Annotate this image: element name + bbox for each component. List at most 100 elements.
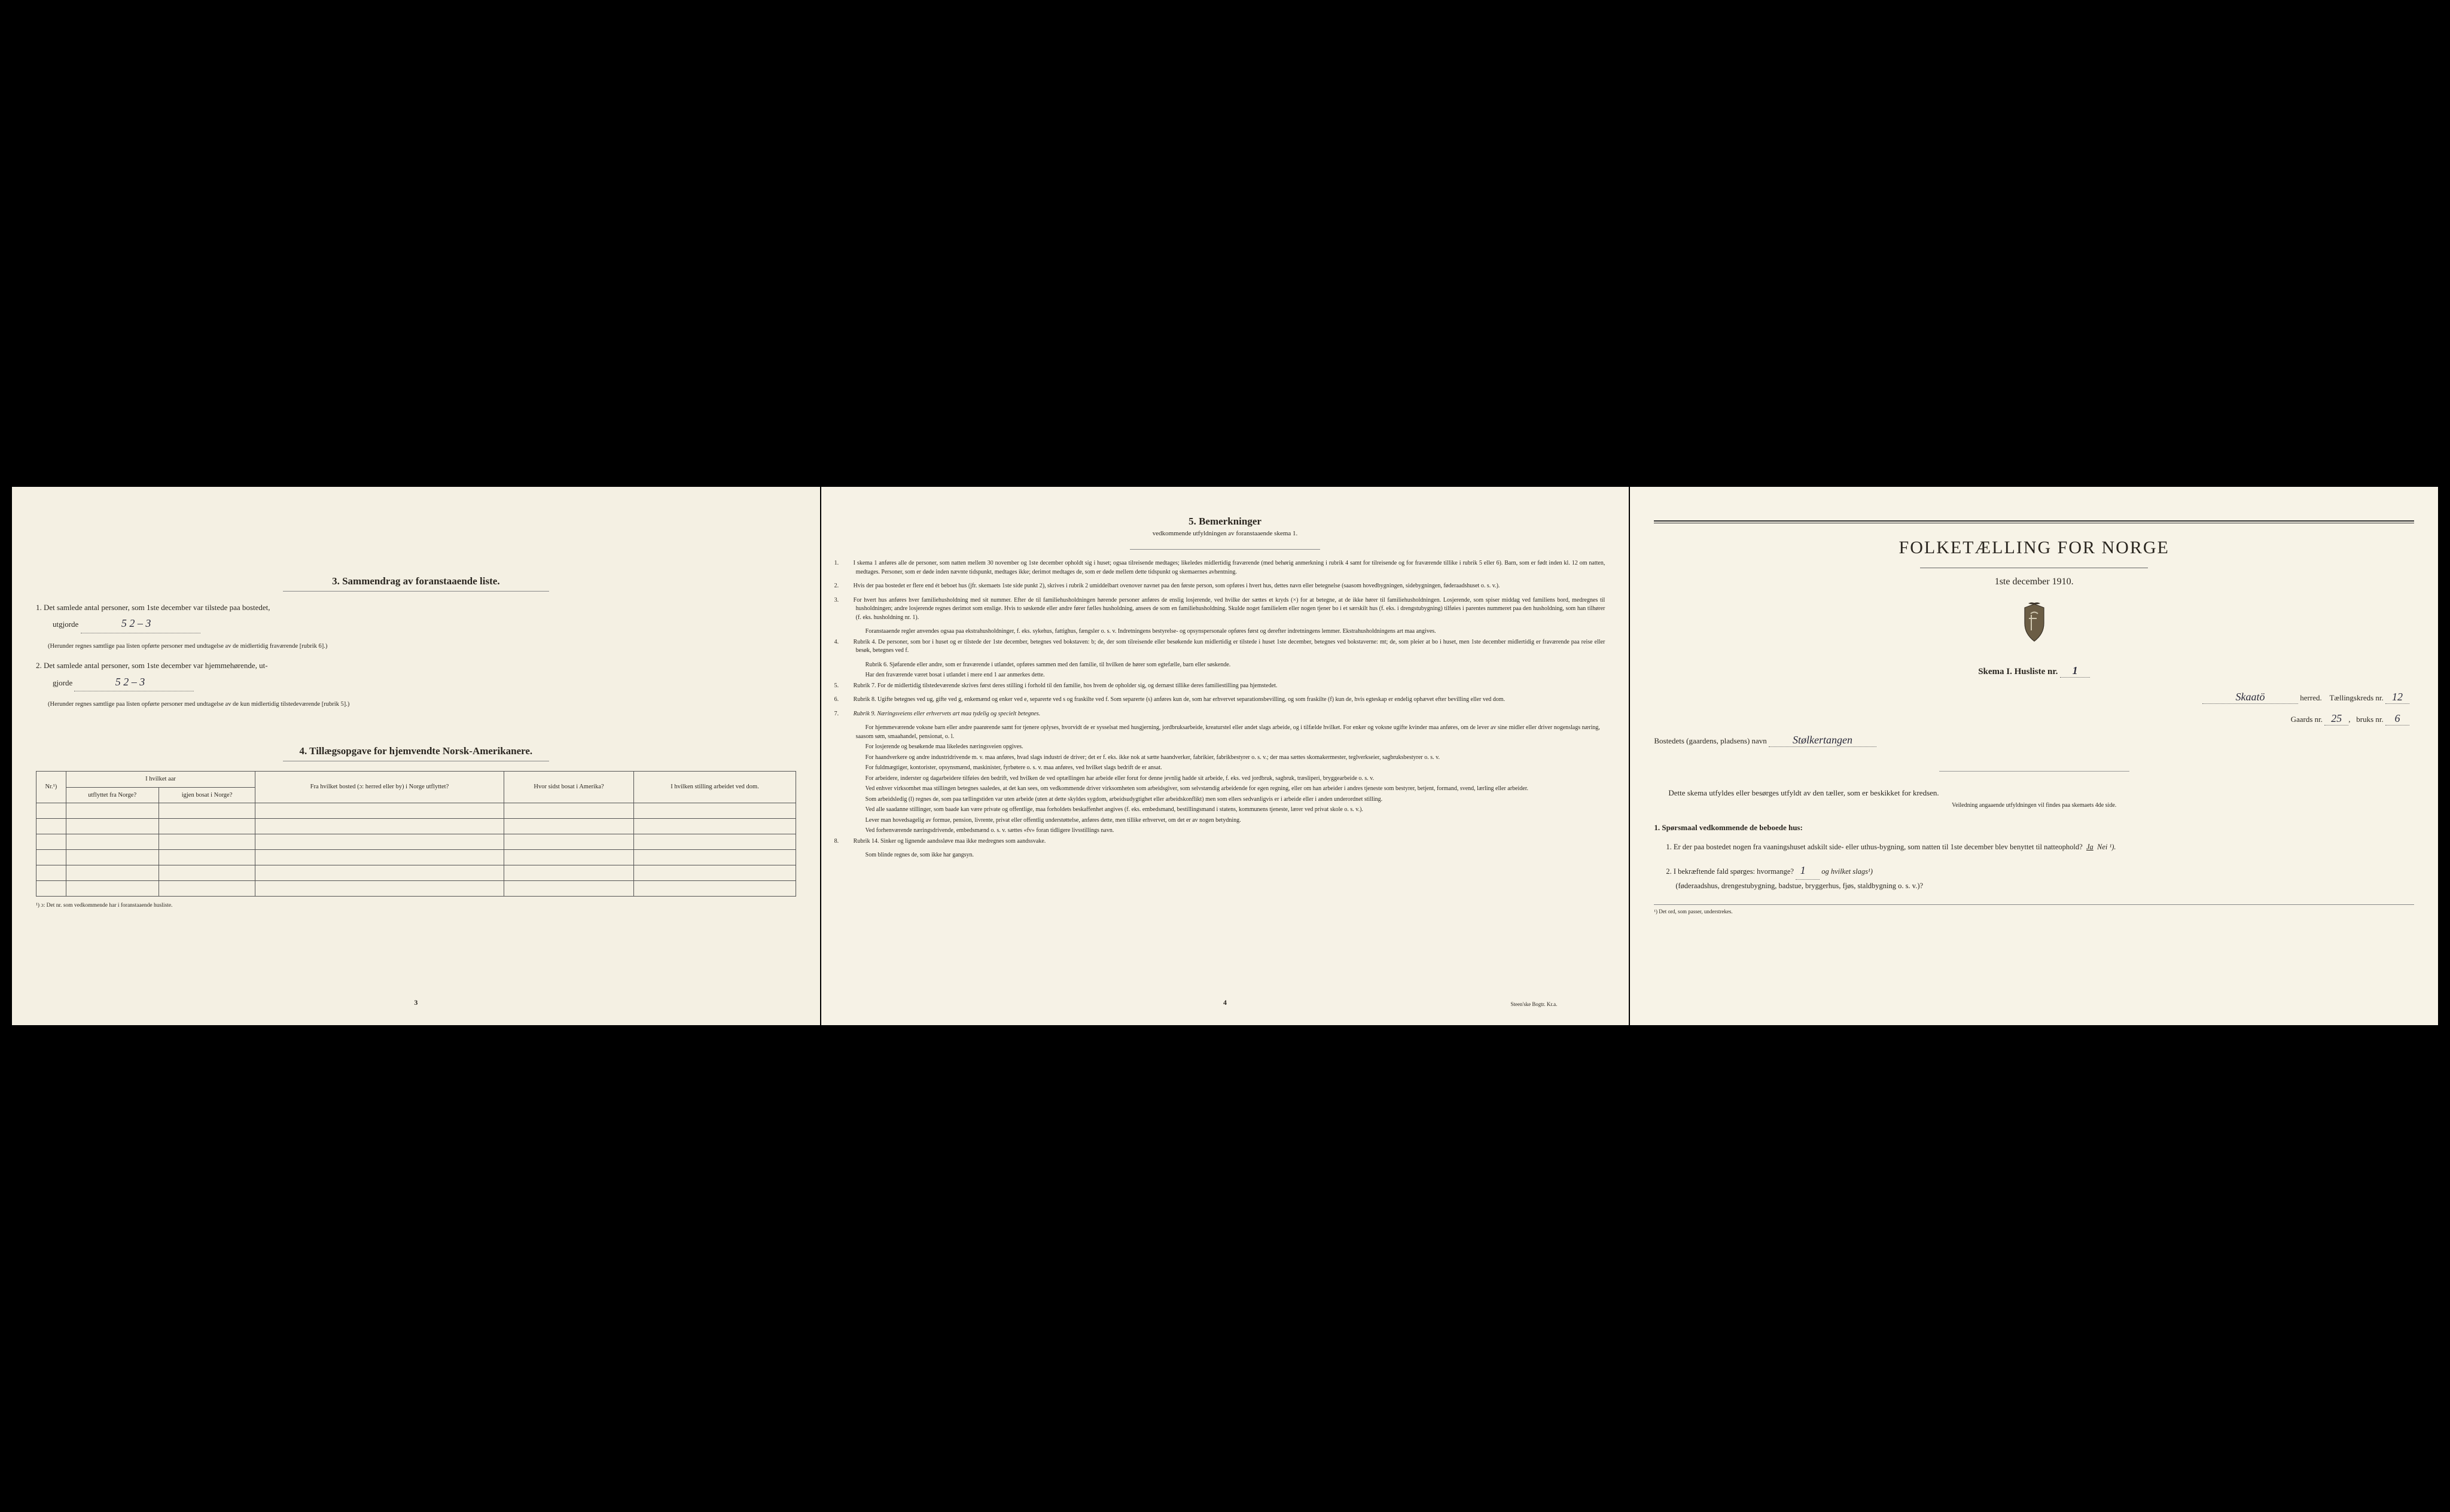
r9-p2: For haandverkere og andre industridriven…: [845, 754, 1605, 763]
kreds-value: 12: [2385, 691, 2409, 704]
q2-mid: og hvilket slags¹): [1821, 867, 1873, 876]
bosted-line: Bostedets (gaardens, pladsens) navn Støl…: [1654, 734, 2414, 747]
remark-7-text: Rubrik 9. Næringsveiens eller erhvervets…: [854, 711, 1041, 717]
bosted-value: Stølkertangen: [1769, 734, 1876, 747]
col-bosted: Fra hvilket bosted (ɔ: herred eller by) …: [255, 771, 504, 803]
item-2-note: (Herunder regnes samtlige paa listen opf…: [36, 700, 796, 709]
tilstede-count: 5 2 – 3: [81, 614, 200, 633]
table-row: [36, 803, 796, 819]
remark-2-text: Hvis der paa bostedet er flere end ét be…: [854, 583, 1500, 589]
remark-8: 8.Rubrik 14. Sinker og lignende aandsslø…: [845, 837, 1605, 846]
r9-p4: For arbeidere, inderster og dagarbeidere…: [845, 775, 1605, 784]
norsk-amerikanere-table: Nr.¹) I hvilket aar Fra hvilket bosted (…: [36, 771, 796, 897]
r9-p0: For hjemmeværende voksne barn eller andr…: [845, 724, 1605, 741]
skema-line: Skema I. Husliste nr. 1: [1654, 664, 2414, 678]
r9-p6: Som arbeidsledig (l) regnes de, som paa …: [845, 795, 1605, 804]
r9-p1: For losjerende og besøkende maa likelede…: [845, 743, 1605, 752]
kreds-label: Tællingskreds nr.: [2329, 693, 2383, 702]
section-5-subtitle: vedkommende utfyldningen av foranstaaend…: [845, 530, 1605, 537]
remark-4-sub-b: Har den fraværende været bosat i utlande…: [845, 671, 1605, 680]
census-date: 1ste december 1910.: [1654, 577, 2414, 587]
divider: [1130, 549, 1320, 550]
divider: [1939, 771, 2129, 772]
herred-label: herred.: [2300, 693, 2321, 702]
printer-mark: Steen'ske Bogtr. Kr.a.: [1510, 1001, 1557, 1007]
hjemme-count: 5 2 – 3: [74, 673, 194, 692]
col-utflyttet: utflyttet fra Norge?: [66, 787, 159, 803]
q1-ja: Ja: [2086, 843, 2094, 851]
remark-5: 5.Rubrik 7. For de midlertidig tilstedev…: [845, 682, 1605, 691]
remark-8-text: Rubrik 14. Sinker og lignende aandssløve…: [854, 838, 1046, 845]
r9-p9: Ved forhenværende næringsdrivende, embed…: [845, 827, 1605, 836]
remark-6: 6.Rubrik 8. Ugifte betegnes ved ug, gift…: [845, 696, 1605, 705]
herred-line: Skaatö herred. Tællingskreds nr. 12: [1654, 691, 2414, 704]
q1-nei: Nei ¹).: [2097, 843, 2116, 851]
q2-count: 1: [1796, 861, 1820, 880]
r9-p3: For fuldmægtiger, kontorister, opsynsmæn…: [845, 764, 1605, 773]
remark-3-sub: Foranstaaende regler anvendes ogsaa paa …: [845, 627, 1605, 636]
divider: [283, 591, 549, 592]
item-2-text: 2. Det samlede antal personer, som 1ste …: [36, 661, 268, 670]
bosted-label: Bostedets (gaardens, pladsens) navn: [1654, 736, 1766, 745]
table-row: [36, 850, 796, 865]
q2-post: (føderaadshus, drengestubygning, badstue…: [1675, 882, 1923, 890]
page-1-title: FOLKETÆLLING FOR NORGE 1ste december 191…: [1630, 487, 2438, 1025]
question-2: 2. I bekræftende fald spørges: hvormange…: [1654, 861, 2414, 893]
census-document: 3. Sammendrag av foranstaaende liste. 1.…: [12, 487, 2438, 1025]
remark-4-text: Rubrik 4. De personer, som bor i huset o…: [854, 639, 1605, 654]
page-4-bemerkninger: 5. Bemerkninger vedkommende utfyldningen…: [821, 487, 1629, 1025]
page-number: 4: [1223, 998, 1227, 1007]
gaards-line: Gaards nr. 25, bruks nr. 6: [1654, 712, 2414, 725]
remark-6-text: Rubrik 8. Ugifte betegnes ved ug, gifte …: [854, 696, 1505, 703]
section-5-title: 5. Bemerkninger: [845, 516, 1605, 528]
remark-3: 3.For hvert hus anføres hver familiehush…: [845, 596, 1605, 623]
r9-p5: Ved enhver virksomhet maa stillingen bet…: [845, 785, 1605, 794]
herred-value: Skaatö: [2202, 691, 2298, 704]
item-1-text: 1. Det samlede antal personer, som 1ste …: [36, 603, 270, 612]
q2-pre: 2. I bekræftende fald spørges: hvormange…: [1666, 867, 1794, 876]
col-stilling: I hvilken stilling arbeidet ved dom.: [634, 771, 796, 803]
table-footnote: ¹) ɔ: Det nr. som vedkommende har i fora…: [36, 903, 796, 909]
skema-label: Skema I. Husliste nr.: [1978, 667, 2058, 676]
remark-4-sub-a: Rubrik 6. Sjøfarende eller andre, som er…: [845, 661, 1605, 670]
remark-3-text: For hvert hus anføres hver familiehushol…: [854, 597, 1605, 621]
table-row: [36, 819, 796, 834]
table-body: [36, 803, 796, 897]
col-aar-group: I hvilket aar: [66, 771, 255, 787]
page-3-summary: 3. Sammendrag av foranstaaende liste. 1.…: [12, 487, 820, 1025]
table-row: [36, 881, 796, 897]
top-rule: [1654, 520, 2414, 523]
gaards-value: 25: [2324, 712, 2348, 725]
remark-1-text: I skema 1 anføres alle de personer, som …: [854, 560, 1605, 575]
page3-footnote: ¹) Det ord, som passer, understrekes.: [1654, 904, 2414, 914]
fill-instruction: Dette skema utfyldes eller besørges utfy…: [1654, 786, 2414, 800]
document-title: FOLKETÆLLING FOR NORGE: [1654, 538, 2414, 558]
gaards-label: Gaards nr.: [2291, 715, 2323, 724]
husliste-nr: 1: [2060, 664, 2090, 678]
table-row: [36, 834, 796, 850]
r9-p7: Ved alle saadanne stillinger, som baade …: [845, 806, 1605, 815]
question-1: 1. Er der paa bostedet nogen fra vaaning…: [1654, 841, 2414, 853]
section-4-title: 4. Tillægsopgave for hjemvendte Norsk-Am…: [36, 745, 796, 757]
remark-4: 4.Rubrik 4. De personer, som bor i huset…: [845, 638, 1605, 656]
guidance-note: Veiledning angaaende utfyldningen vil fi…: [1654, 802, 2414, 809]
remark-1: 1.I skema 1 anføres alle de personer, so…: [845, 559, 1605, 577]
remarks-list: 1.I skema 1 anføres alle de personer, so…: [845, 559, 1605, 860]
item-2-label: gjorde: [44, 678, 72, 687]
bruks-value: 6: [2385, 712, 2409, 725]
item-1: 1. Det samlede antal personer, som 1ste …: [36, 601, 796, 633]
remark-2: 2.Hvis der paa bostedet er flere end ét …: [845, 582, 1605, 591]
item-2: 2. Det samlede antal personer, som 1ste …: [36, 659, 796, 691]
remark-5-text: Rubrik 7. For de midlertidig tilstedevær…: [854, 682, 1278, 689]
col-bosat: igjen bosat i Norge?: [159, 787, 255, 803]
norway-crest-icon: [1654, 602, 2414, 647]
question-header: 1. Spørsmaal vedkommende de beboede hus:: [1654, 823, 2414, 833]
col-nr: Nr.¹): [36, 771, 66, 803]
item-1-note: (Herunder regnes samtlige paa listen opf…: [36, 642, 796, 651]
q1-text: 1. Er der paa bostedet nogen fra vaaning…: [1666, 843, 2082, 851]
section-3-title: 3. Sammendrag av foranstaaende liste.: [36, 575, 796, 587]
remark-8-sub: Som blinde regnes de, som ikke har gangs…: [845, 851, 1605, 860]
remark-7: 7.Rubrik 9. Næringsveiens eller erhverve…: [845, 710, 1605, 719]
r9-p8: Lever man hovedsagelig av formue, pensio…: [845, 816, 1605, 825]
page-number: 3: [414, 998, 418, 1007]
